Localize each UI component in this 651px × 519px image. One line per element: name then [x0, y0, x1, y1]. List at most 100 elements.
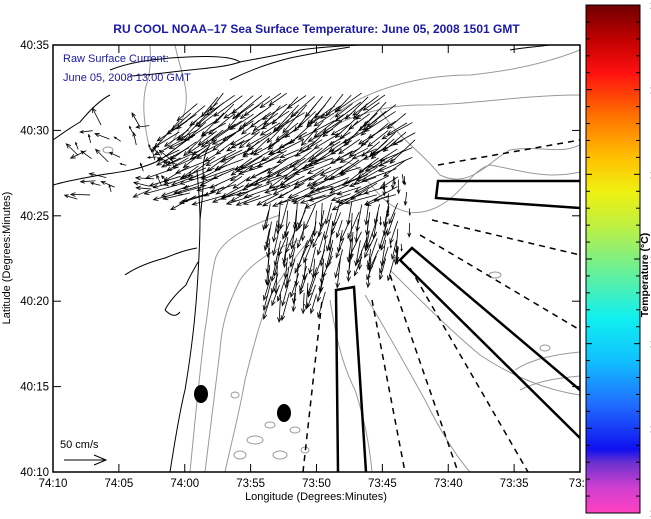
- current-vector: [339, 147, 369, 163]
- current-vector: [63, 194, 78, 200]
- current-vector: [379, 216, 383, 226]
- x-tick-label: 73:35: [500, 478, 529, 490]
- current-vector: [94, 133, 110, 140]
- buoy-marker[interactable]: [194, 385, 208, 403]
- current-vector: [311, 174, 344, 186]
- current-vector: [348, 140, 369, 157]
- current-vector: [335, 258, 341, 289]
- current-vector: [91, 107, 102, 126]
- current-vector: [334, 249, 343, 279]
- current-vector: [323, 213, 332, 241]
- current-vector: [195, 148, 216, 159]
- contour-island: [488, 271, 502, 279]
- current-vector: [176, 129, 199, 141]
- x-tick-label: 73:40: [434, 478, 463, 490]
- current-vector: [378, 221, 388, 250]
- current-vector: [94, 148, 109, 163]
- current-vector: [264, 203, 271, 230]
- current-vector: [278, 231, 290, 257]
- y-axis: 40:35 40:30 40:25 40:20 40:15 40:10: [20, 40, 580, 479]
- current-vector: [382, 181, 387, 197]
- current-vector: [271, 284, 280, 307]
- current-vector: [408, 208, 411, 217]
- current-vector: [146, 156, 157, 159]
- current-vector: [277, 294, 282, 323]
- radar-beam-line: [431, 219, 580, 256]
- current-vector: [89, 182, 101, 186]
- current-vector: [230, 138, 251, 149]
- current-vector: [330, 123, 352, 136]
- current-vector: [134, 175, 155, 181]
- current-vector: [262, 282, 272, 312]
- current-vector: [260, 150, 281, 162]
- current-vector: [299, 194, 326, 204]
- contour-island: [272, 450, 288, 460]
- current-vector: [328, 166, 350, 181]
- current-vector: [381, 122, 413, 140]
- current-vector: [308, 246, 316, 275]
- x-tick-label: 73:50: [302, 478, 331, 490]
- current-vector: [344, 194, 378, 205]
- current-vector: [215, 141, 234, 155]
- current-vector: [309, 293, 317, 315]
- coastline-long-island: [109, 56, 242, 77]
- current-vector: [342, 128, 368, 144]
- current-vector: [287, 184, 317, 199]
- x-tick-label: 74:00: [170, 478, 199, 490]
- scale-arrow-icon: [64, 454, 108, 466]
- current-vector: [306, 158, 343, 174]
- current-vector: [334, 103, 353, 118]
- radar-beam-line: [419, 234, 580, 331]
- current-vector: [113, 136, 121, 142]
- current-vector: [396, 179, 401, 195]
- current-vector: [214, 158, 244, 171]
- current-vector: [364, 186, 398, 206]
- contour-line: [329, 49, 580, 121]
- contour-line: [389, 269, 580, 396]
- current-vector: [370, 138, 395, 160]
- x-tick-label: 74:05: [104, 478, 133, 490]
- current-vector: [229, 113, 254, 130]
- current-vector: [191, 195, 225, 206]
- current-vector: [389, 240, 392, 249]
- current-vector: [322, 120, 343, 138]
- current-vector: [277, 182, 305, 199]
- current-vector: [235, 103, 254, 118]
- current-vector: [364, 231, 378, 259]
- current-vector: [270, 273, 279, 295]
- current-vector: [163, 180, 169, 187]
- current-vector: [330, 140, 352, 155]
- current-vector: [108, 184, 112, 192]
- current-vector: [284, 266, 290, 289]
- current-vector: [307, 275, 317, 298]
- current-vector: [188, 167, 215, 180]
- current-vector: [300, 292, 306, 315]
- current-vector: [162, 192, 190, 201]
- current-vector: [346, 255, 351, 283]
- current-vector: [313, 114, 344, 138]
- current-vector: [367, 238, 378, 267]
- current-vector: [383, 159, 407, 177]
- current-vector: [339, 120, 359, 140]
- current-vector: [197, 130, 217, 146]
- current-vector: [206, 158, 225, 172]
- contour-island: [289, 426, 301, 434]
- current-vector: [392, 132, 416, 146]
- y-tick-label: 40:30: [20, 125, 49, 137]
- current-vector: [156, 174, 163, 187]
- current-vector: [135, 124, 150, 129]
- current-vector: [279, 175, 305, 189]
- current-vector: [180, 113, 208, 142]
- current-vector: [316, 282, 323, 303]
- current-vector: [366, 255, 377, 281]
- current-vector: [292, 147, 323, 172]
- current-vector: [176, 103, 198, 122]
- overlay-timestamp: June 05, 2008 13:00 GMT: [63, 72, 191, 84]
- current-vector: [304, 96, 323, 118]
- current-vector: [379, 147, 413, 162]
- current-vector: [119, 163, 127, 166]
- colorbar: [585, 4, 641, 514]
- buoy-marker[interactable]: [277, 404, 291, 422]
- current-vector: [367, 120, 396, 139]
- current-vector: [238, 131, 261, 149]
